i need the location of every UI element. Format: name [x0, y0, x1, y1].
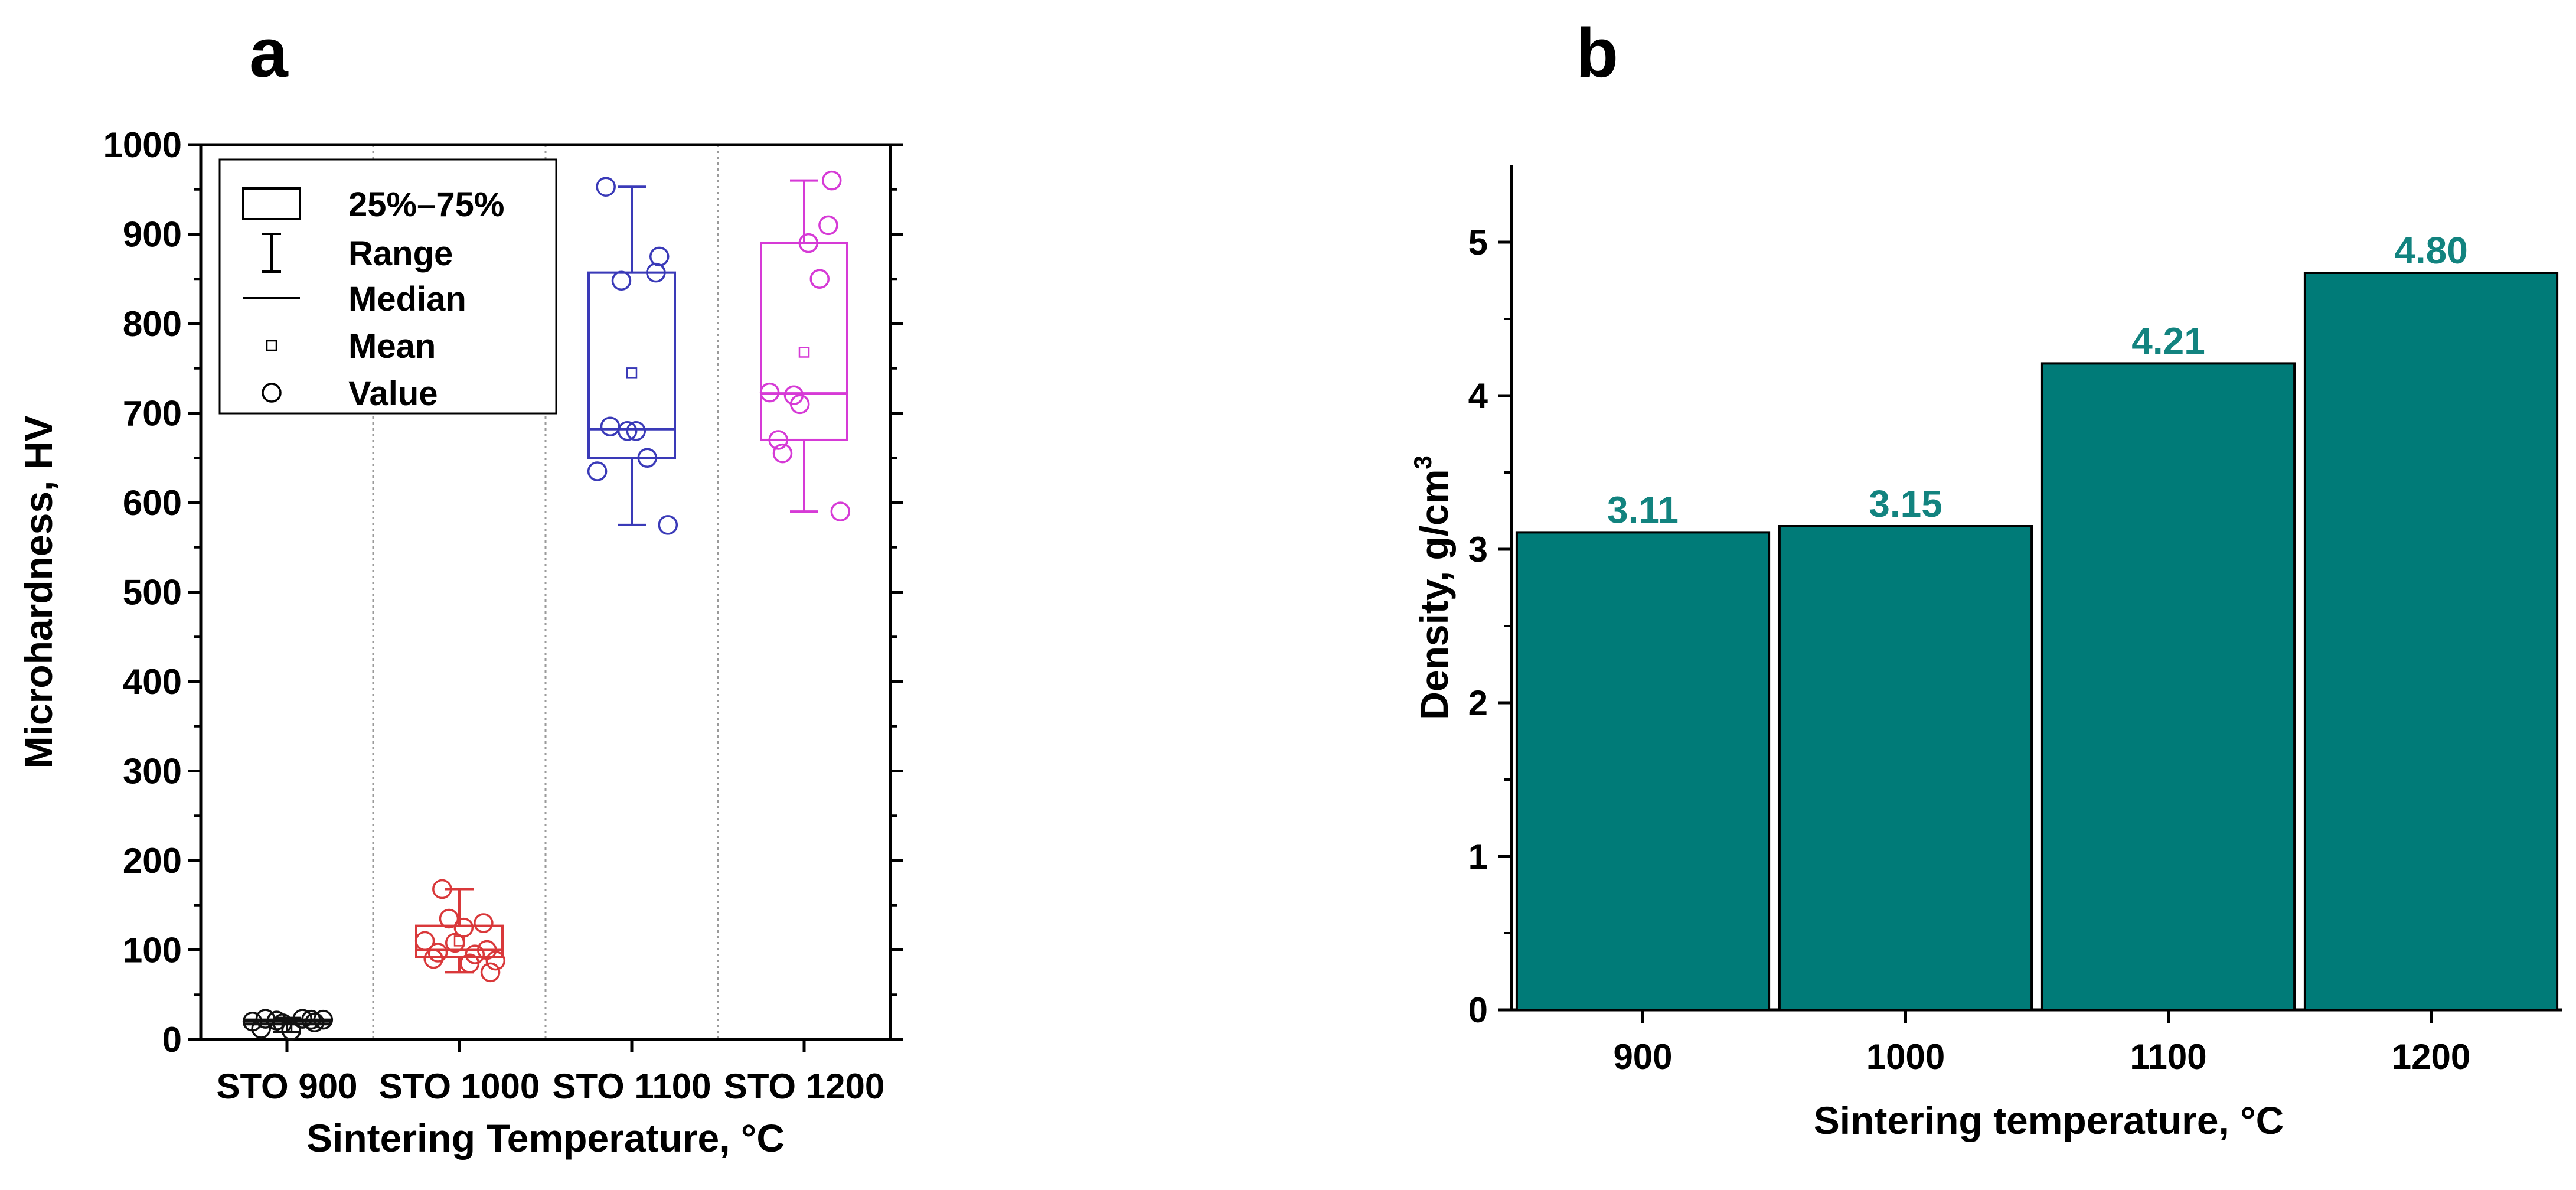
y-tick-label: 500 — [123, 573, 182, 612]
box-plot-panel: 0 100 200 300 400 500 600 700 800 900 1000 Sinterin… — [17, 125, 903, 1160]
data-point — [432, 879, 452, 899]
data-point — [768, 430, 788, 450]
y-tick-label: 5 — [1468, 223, 1488, 262]
x-tick-label: STO 1200 — [724, 1067, 884, 1106]
y-tick-label: 300 — [123, 752, 182, 791]
legend-symbol-mean — [266, 340, 277, 351]
data-point — [459, 953, 480, 973]
legend-label: Median — [348, 280, 466, 318]
iqr-box — [587, 271, 676, 459]
y-tick-label: 1000 — [103, 125, 182, 165]
y-axis-title: Density, g/cm3 — [1409, 455, 1456, 720]
legend-box — [218, 158, 557, 415]
y-axis-title: Microhardness, HV — [17, 416, 60, 769]
data-point — [830, 501, 851, 521]
panel-letter-b: b — [1576, 14, 1618, 92]
density-bar — [1778, 525, 2033, 1011]
data-point — [301, 1009, 321, 1030]
legend-label: Value — [348, 374, 438, 413]
data-point — [445, 933, 465, 953]
y-tick-label: 3 — [1468, 530, 1488, 569]
legend-symbol-value — [262, 383, 282, 403]
density-bar — [1515, 531, 1771, 1011]
y-tick-label: 900 — [123, 215, 182, 255]
legend-label: Mean — [348, 327, 436, 366]
density-bar — [2303, 272, 2559, 1011]
iqr-box — [760, 242, 848, 441]
legend-label: 25%–75% — [348, 185, 504, 224]
x-tick-label: 1200 — [2392, 1037, 2470, 1077]
bar-value-label: 3.11 — [1607, 488, 1679, 531]
y-tick-label: 200 — [123, 841, 182, 881]
data-point — [414, 931, 435, 951]
mean-marker — [626, 367, 638, 379]
data-point — [304, 1012, 325, 1032]
x-tick-label: STO 900 — [216, 1067, 357, 1106]
legend-label: Range — [348, 234, 453, 273]
data-point — [658, 515, 678, 535]
bar-value-label: 3.15 — [1869, 482, 1942, 525]
data-point — [789, 394, 810, 415]
x-tick-label: STO 1100 — [552, 1067, 711, 1106]
y-tick-label: 100 — [123, 931, 182, 970]
mean-marker — [798, 347, 810, 358]
y-axis-title-main: Density, g/cm — [1412, 470, 1456, 720]
x-tick-label: 1100 — [2130, 1037, 2206, 1077]
data-point — [427, 943, 448, 963]
bar-value-label: 4.21 — [2131, 319, 2205, 362]
data-point — [272, 1013, 293, 1033]
data-point — [759, 382, 780, 403]
data-point — [292, 1009, 313, 1029]
panel-letter-a: a — [249, 14, 289, 92]
density-bar-panel: 0 1 2 3 4 5 3.11 900 3.15 1000 4.21 1100 4.80 1200 Sin… — [1409, 165, 2562, 1142]
data-point — [480, 962, 501, 983]
x-tick-label: 1000 — [1866, 1037, 1945, 1077]
y-tick-label: 1 — [1468, 837, 1488, 876]
data-point — [649, 246, 670, 267]
y-tick-label: 400 — [123, 662, 182, 702]
data-point — [251, 1019, 271, 1039]
data-point — [423, 948, 443, 969]
data-point — [617, 421, 638, 441]
y-tick-label: 700 — [123, 394, 182, 433]
data-point — [821, 170, 842, 191]
data-point — [313, 1009, 334, 1030]
x-tick-label: 900 — [1613, 1037, 1672, 1077]
data-point — [626, 421, 647, 441]
data-point — [637, 448, 658, 468]
data-point — [809, 269, 830, 289]
data-point — [611, 270, 632, 291]
density-bar — [2040, 362, 2296, 1011]
legend-symbol-box — [242, 187, 301, 220]
y-tick-label: 0 — [1468, 990, 1488, 1030]
y-tick-label: 0 — [162, 1020, 182, 1059]
data-point — [818, 215, 838, 236]
y-tick-label: 2 — [1468, 683, 1488, 723]
data-point — [474, 913, 494, 933]
data-point — [439, 908, 459, 929]
x-axis-title: Sintering Temperature, °C — [306, 1116, 785, 1160]
data-point — [596, 177, 616, 197]
data-point — [798, 233, 819, 253]
bar-value-label: 4.80 — [2394, 229, 2468, 272]
data-point — [600, 416, 621, 436]
data-point — [587, 461, 608, 481]
y-tick-label: 800 — [123, 304, 182, 344]
y-tick-label: 600 — [123, 483, 182, 523]
x-tick-label: STO 1000 — [379, 1067, 540, 1106]
data-point — [453, 917, 474, 938]
y-tick-label: 4 — [1468, 376, 1488, 416]
x-axis-title: Sintering temperature, °C — [1814, 1098, 2284, 1142]
data-point — [485, 950, 506, 971]
data-point — [646, 262, 666, 283]
data-point — [772, 443, 793, 464]
y-axis-title-superscript: 3 — [1409, 455, 1436, 469]
